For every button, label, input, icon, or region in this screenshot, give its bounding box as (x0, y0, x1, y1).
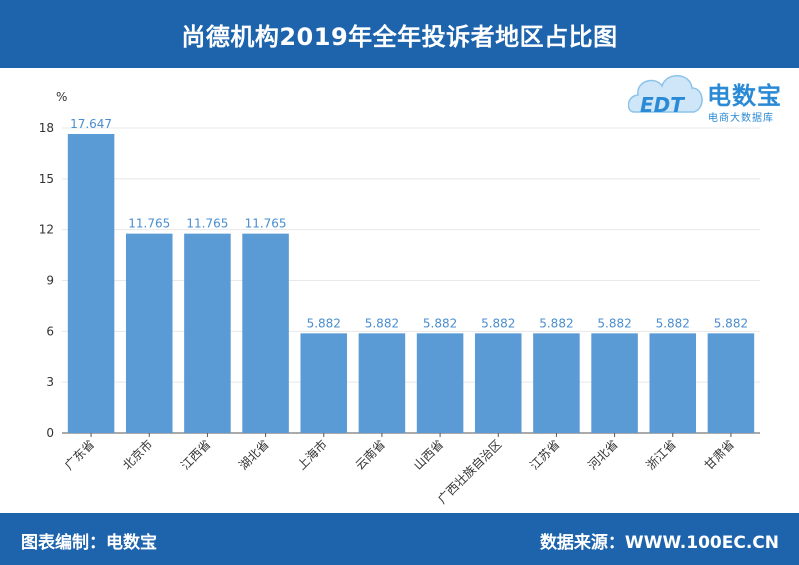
bar (358, 333, 406, 433)
y-tick-label: 6 (46, 324, 54, 338)
bar (184, 233, 231, 433)
footer-data-source: 数据来源：WWW.100EC.CN (539, 533, 779, 553)
logo-badge: EDT (640, 93, 685, 117)
bar (300, 333, 348, 433)
bar (591, 333, 638, 433)
y-tick-label: 3 (46, 375, 54, 389)
data-label: 11.765 (186, 217, 228, 231)
data-label: 5.882 (597, 316, 631, 330)
x-tick-label: 甘肃省 (702, 437, 737, 472)
data-label: 5.882 (365, 316, 399, 330)
bar (67, 133, 115, 433)
y-tick-label: 12 (39, 223, 54, 237)
data-label: 5.882 (656, 316, 690, 330)
x-tick-label: 山西省 (411, 437, 446, 472)
bar (416, 333, 464, 433)
y-axis-label: % (56, 90, 67, 104)
x-tick-label: 湖北省 (236, 437, 272, 473)
chart-footer: 图表编制：电数宝 数据来源：WWW.100EC.CN (0, 513, 799, 565)
data-label: 5.882 (714, 316, 748, 330)
grid-lines (62, 127, 760, 434)
x-tick-label: 浙江省 (644, 437, 679, 472)
brand-logo: EDT 电数宝 电商大数据库 (628, 66, 798, 126)
bar (242, 233, 289, 433)
x-tick-label: 云南省 (352, 437, 388, 473)
y-tick-label: 9 (46, 274, 54, 288)
data-label: 5.882 (481, 316, 515, 330)
logo-tagline: 电商大数据库 (708, 113, 774, 124)
chart-title: 尚德机构2019年全年投诉者地区占比图 (181, 22, 618, 51)
x-tick-label: 河北省 (585, 437, 620, 472)
bar (707, 333, 755, 433)
data-label: 5.882 (307, 316, 341, 330)
logo-brand: 电数宝 (707, 82, 782, 110)
y-tick-label: 0 (46, 426, 54, 440)
chart-header: 尚德机构2019年全年投诉者地区占比图 (0, 0, 799, 68)
cloud-logo-icon: EDT (628, 75, 703, 117)
data-label: 11.765 (245, 217, 287, 231)
data-label: 17.647 (70, 117, 112, 131)
x-tick-label: 广东省 (62, 437, 97, 472)
x-tick-label: 江苏省 (527, 437, 562, 472)
data-label: 5.882 (423, 316, 457, 330)
bar (474, 333, 522, 433)
footer-source-author: 图表编制：电数宝 (21, 533, 157, 553)
x-tick-label: 北京市 (119, 437, 155, 473)
bar (649, 333, 697, 433)
bars: 17.647 11.765 11.765 11.765 5.882 5.882 5.882 5… (67, 117, 755, 433)
y-tick-label: 15 (39, 172, 54, 186)
x-tick-label: 上海市 (294, 437, 330, 473)
y-tick-label: 18 (39, 121, 54, 135)
bar-chart: % 17.647 11.765 11.765 11.765 5.882 5.882 5.88… (39, 90, 760, 507)
data-label: 11.765 (128, 217, 170, 231)
x-tick-label: 江西省 (178, 437, 213, 472)
data-label: 5.882 (539, 316, 573, 330)
bar (125, 233, 173, 433)
bar (533, 333, 580, 433)
